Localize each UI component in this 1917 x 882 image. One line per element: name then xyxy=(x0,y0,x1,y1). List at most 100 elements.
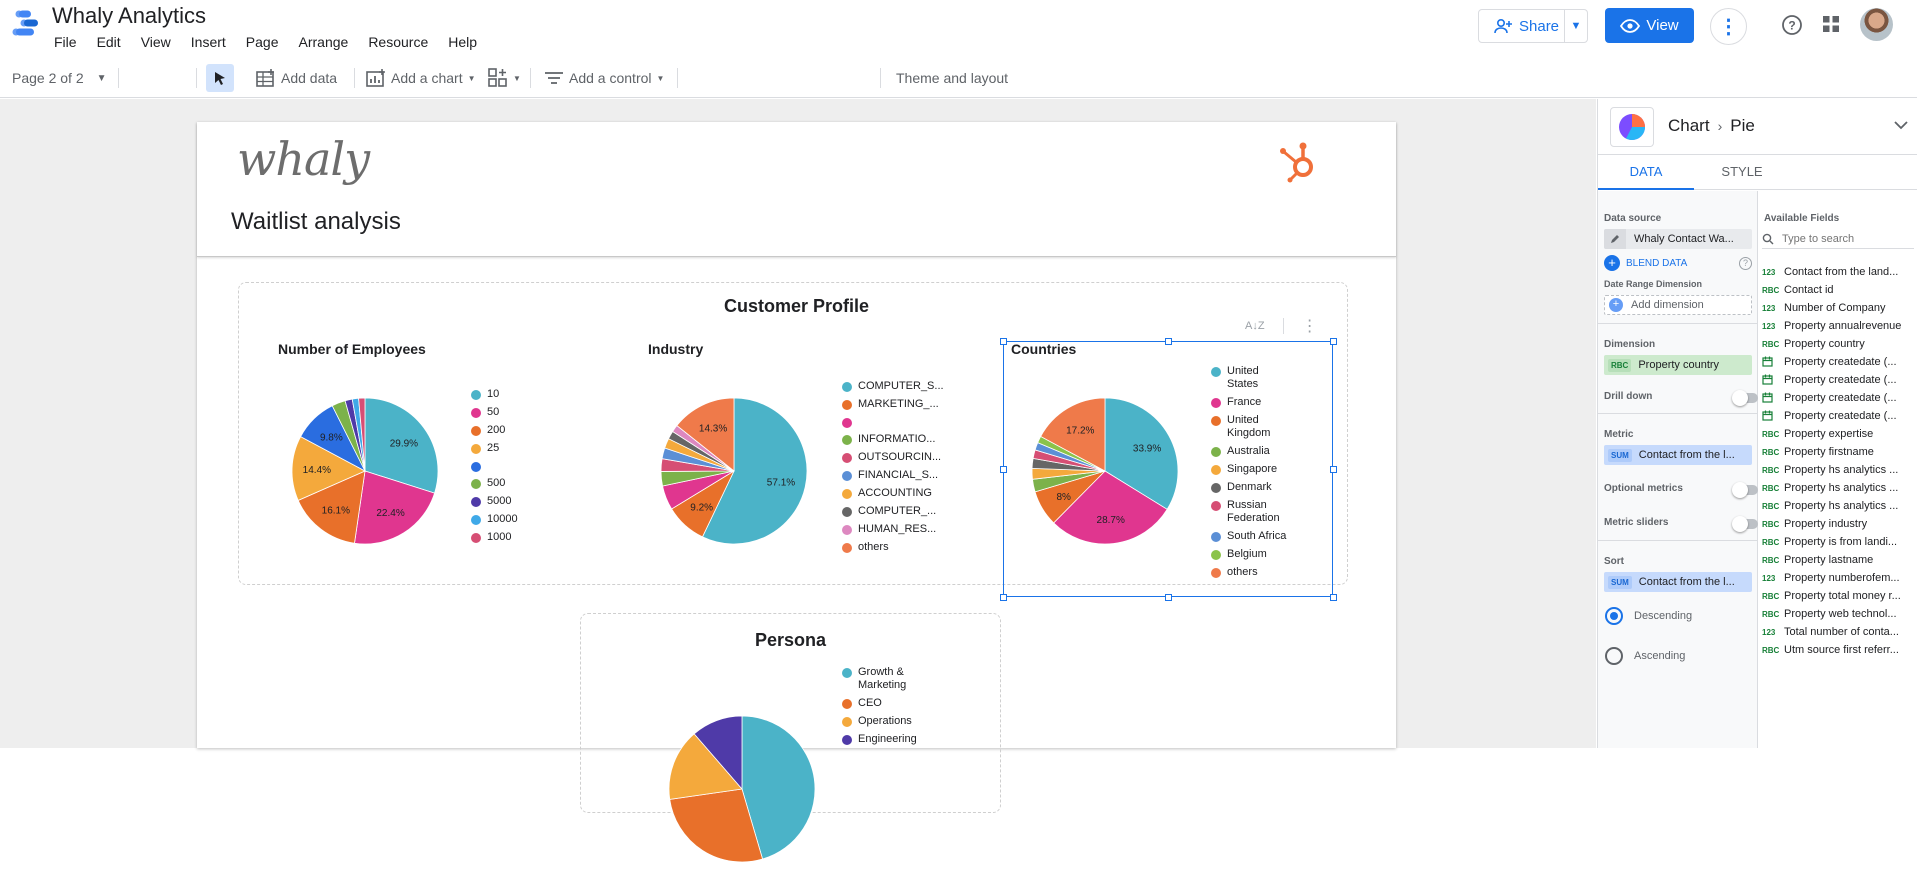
resize-handle[interactable] xyxy=(1000,594,1007,601)
blend-data-button[interactable]: + BLEND DATA ? xyxy=(1604,255,1752,271)
available-field[interactable]: RBC Property country xyxy=(1762,335,1917,353)
pie-slice[interactable] xyxy=(291,436,366,501)
available-field[interactable]: RBC Property expertise xyxy=(1762,425,1917,443)
help-circle-icon[interactable]: ? xyxy=(1739,256,1752,270)
page-selector[interactable]: Page 2 of 2 ▼ xyxy=(12,58,107,98)
apps-grid-icon[interactable] xyxy=(1822,15,1840,33)
pencil-icon[interactable] xyxy=(1604,229,1626,249)
menu-edit[interactable]: Edit xyxy=(96,34,121,50)
sort-chip[interactable]: SUM Contact from the l... xyxy=(1604,572,1752,592)
menu-resource[interactable]: Resource xyxy=(368,34,429,50)
available-field[interactable]: 123 Contact from the land... xyxy=(1762,263,1917,281)
available-field[interactable]: RBC Property lastname xyxy=(1762,551,1917,569)
available-field[interactable]: Property createdate (... xyxy=(1762,389,1917,407)
available-field[interactable]: Property createdate (... xyxy=(1762,353,1917,371)
available-field[interactable]: RBC Utm source first referr... xyxy=(1762,641,1917,659)
pie-slice[interactable] xyxy=(364,397,439,494)
countries-pie-chart[interactable]: 33.9% 28.7% 8% 17.2% xyxy=(1012,378,1198,564)
available-field[interactable]: RBC Property firstname xyxy=(1762,443,1917,461)
persona-pie-chart[interactable] xyxy=(649,696,835,882)
available-field[interactable]: RBC Property industry xyxy=(1762,515,1917,533)
resize-handle[interactable] xyxy=(1000,466,1007,473)
resize-handle[interactable] xyxy=(1330,338,1337,345)
available-field[interactable]: 123 Property numberofem... xyxy=(1762,569,1917,587)
menu-help[interactable]: Help xyxy=(448,34,478,50)
pie-slice[interactable] xyxy=(676,397,735,472)
slice-data-label: 9.2% xyxy=(690,503,713,514)
available-field[interactable]: RBC Contact id xyxy=(1762,281,1917,299)
tab-data[interactable]: DATA xyxy=(1598,156,1694,190)
legend-swatch xyxy=(1211,447,1221,457)
available-field[interactable]: RBC Property web technol... xyxy=(1762,605,1917,623)
available-field[interactable]: 123 Total number of conta... xyxy=(1762,623,1917,641)
resize-handle[interactable] xyxy=(1165,338,1172,345)
user-avatar[interactable] xyxy=(1860,8,1893,41)
data-studio-logo-icon[interactable] xyxy=(10,8,42,40)
view-button[interactable]: View xyxy=(1605,8,1694,43)
add-control-button[interactable]: Add a control ▼ xyxy=(544,58,664,98)
available-field[interactable]: RBC Property hs analytics ... xyxy=(1762,497,1917,515)
select-tool-button[interactable] xyxy=(206,64,234,92)
add-chart-button[interactable]: Add a chart ▼ xyxy=(366,58,476,98)
available-field[interactable]: RBC Property hs analytics ... xyxy=(1762,479,1917,497)
available-field[interactable]: 123 Property annualrevenue xyxy=(1762,317,1917,335)
metric-sliders-toggle[interactable] xyxy=(1732,516,1758,532)
more-options-icon[interactable]: ⋮ xyxy=(1710,8,1747,45)
industry-pie-chart[interactable]: 57.1% 9.2% 14.3% xyxy=(641,378,827,564)
available-field[interactable]: Property createdate (... xyxy=(1762,371,1917,389)
available-field[interactable]: RBC Property hs analytics ... xyxy=(1762,461,1917,479)
chart-type-picker[interactable] xyxy=(1610,107,1654,147)
share-button[interactable]: Share xyxy=(1479,10,1565,42)
drill-down-toggle[interactable] xyxy=(1732,390,1758,406)
legend-swatch xyxy=(1211,532,1221,542)
add-dimension-slot[interactable]: + Add dimension xyxy=(1604,295,1752,315)
pie-slice[interactable] xyxy=(358,397,366,472)
field-search-input[interactable] xyxy=(1782,232,1902,245)
menu-view[interactable]: View xyxy=(140,34,171,50)
resize-handle[interactable] xyxy=(1330,466,1337,473)
sort-agg-tag: SUM xyxy=(1608,575,1632,589)
data-source-field[interactable]: Whaly Contact Wa... xyxy=(1604,229,1752,249)
report-title[interactable]: Waitlist analysis xyxy=(231,208,401,235)
tab-style[interactable]: STYLE xyxy=(1721,164,1763,179)
share-dropdown-caret[interactable]: ▼ xyxy=(1570,20,1582,32)
resize-handle[interactable] xyxy=(1000,338,1007,345)
metric-chip[interactable]: SUM Contact from the l... xyxy=(1604,445,1752,465)
available-field[interactable]: Property createdate (... xyxy=(1762,407,1917,425)
ascending-radio[interactable] xyxy=(1605,647,1623,665)
community-viz-button[interactable]: ▼ xyxy=(488,58,521,98)
available-fields-label: Available Fields xyxy=(1764,213,1840,224)
menu-file[interactable]: File xyxy=(54,34,77,50)
available-field[interactable]: 123 Number of Company xyxy=(1762,299,1917,317)
help-icon[interactable]: ? xyxy=(1781,14,1803,36)
menu-page[interactable]: Page xyxy=(245,34,279,50)
optional-metrics-toggle[interactable] xyxy=(1732,482,1758,498)
legend-swatch xyxy=(1211,550,1221,560)
theme-layout-button[interactable]: Theme and layout xyxy=(896,58,1008,98)
add-data-button[interactable]: Add data xyxy=(256,58,337,98)
legend-item xyxy=(471,460,547,472)
chart-more-icon[interactable]: ⋮ xyxy=(1301,318,1318,335)
app-title[interactable]: Whaly Analytics xyxy=(52,3,207,28)
pie-slice[interactable] xyxy=(354,470,436,545)
menu-insert[interactable]: Insert xyxy=(190,34,226,50)
descending-radio[interactable] xyxy=(1605,607,1623,625)
pie-slice[interactable] xyxy=(1040,397,1106,472)
dimension-chip[interactable]: RBC Property country xyxy=(1604,355,1752,375)
legend-item: Australia xyxy=(1211,445,1289,458)
resize-handle[interactable] xyxy=(1330,594,1337,601)
pie-slice[interactable] xyxy=(297,470,366,544)
pie-slice[interactable] xyxy=(1104,397,1179,510)
resize-handle[interactable] xyxy=(1165,594,1172,601)
sort-az-icon[interactable]: A↓Z xyxy=(1245,320,1265,332)
pie-slice[interactable] xyxy=(1053,470,1168,545)
chevron-down-icon[interactable] xyxy=(1893,117,1909,133)
available-field[interactable]: RBC Property is from landi... xyxy=(1762,533,1917,551)
menu-arrange[interactable]: Arrange xyxy=(298,34,349,50)
legend-swatch xyxy=(842,453,852,463)
employees-pie-chart[interactable]: 29.9% 22.4% 16.1% 14.4% 9.8% xyxy=(272,378,458,564)
pie-slice[interactable] xyxy=(701,397,808,545)
available-field[interactable]: RBC Property total money r... xyxy=(1762,587,1917,605)
field-search[interactable] xyxy=(1762,229,1914,249)
customer-profile-group xyxy=(238,282,1348,585)
